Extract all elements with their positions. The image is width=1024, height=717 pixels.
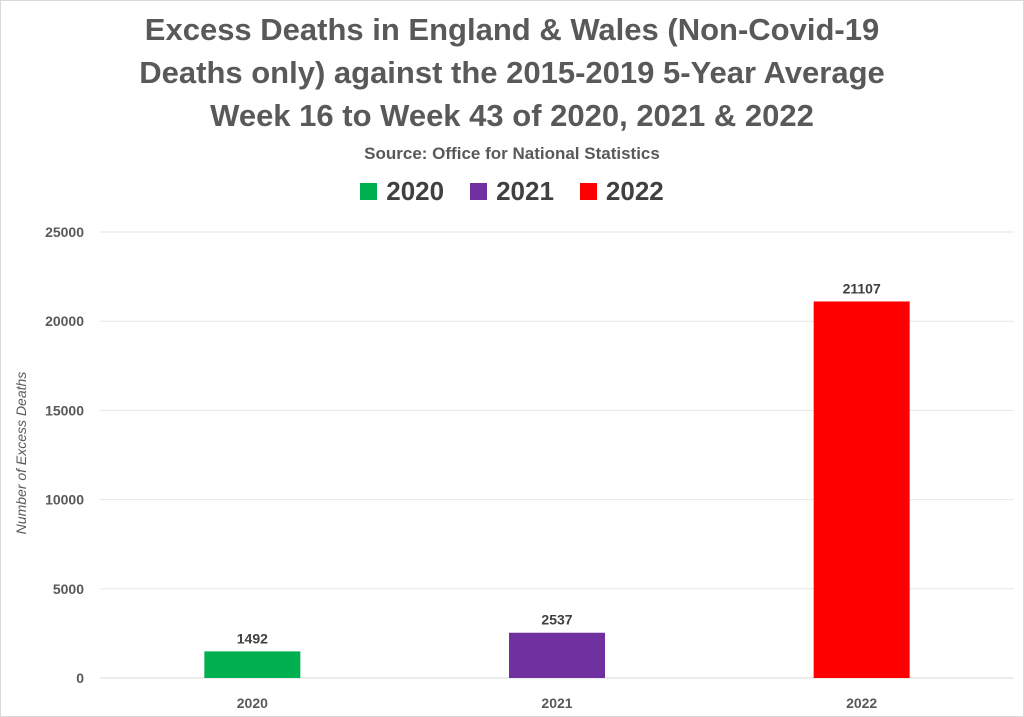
legend-label-2022: 2022 bbox=[605, 176, 664, 206]
legend-label-2020: 2020 bbox=[386, 176, 445, 206]
y-tick-label-25000: 25000 bbox=[45, 224, 84, 240]
chart-subtitle: Source: Office for National Statistics bbox=[364, 144, 660, 163]
bar-2022 bbox=[813, 301, 910, 678]
y-axis-title: Number of Excess Deaths bbox=[13, 372, 29, 535]
y-axis-tick-labels: 0 5000 10000 15000 20000 25000 bbox=[45, 224, 84, 686]
chart-title-line-1: Excess Deaths in England & Wales (Non-Co… bbox=[144, 12, 880, 47]
data-label-2021: 2537 bbox=[541, 612, 572, 628]
x-tick-label-2022: 2022 bbox=[846, 695, 877, 711]
chart-title: Excess Deaths in England & Wales (Non-Co… bbox=[0, 8, 1024, 137]
bars bbox=[204, 301, 910, 678]
legend-item-2022: 2022 bbox=[579, 176, 664, 206]
y-tick-label-0: 0 bbox=[76, 670, 84, 686]
legend-label-2021: 2021 bbox=[496, 176, 554, 206]
x-tick-label-2020: 2020 bbox=[237, 695, 268, 711]
chart-title-line-3: Week 16 to Week 43 of 2020, 2021 & 2022 bbox=[210, 98, 814, 133]
y-tick-label-20000: 20000 bbox=[45, 313, 84, 329]
bar-2020 bbox=[204, 651, 301, 678]
legend-swatch-2020 bbox=[360, 182, 378, 200]
legend-item-2020: 2020 bbox=[360, 176, 444, 206]
chart-title-line-2: Deaths only) against the 2015-2019 5-Yea… bbox=[139, 55, 885, 90]
legend-swatch-2022 bbox=[579, 182, 597, 200]
y-tick-label-10000: 10000 bbox=[45, 492, 84, 508]
data-label-2020: 1492 bbox=[237, 630, 268, 646]
y-tick-label-5000: 5000 bbox=[53, 581, 84, 597]
data-labels: 1492 2537 21107 bbox=[237, 280, 881, 646]
data-label-2022: 21107 bbox=[843, 280, 881, 296]
legend-item-2021: 2021 bbox=[470, 176, 554, 206]
legend-swatch-2021 bbox=[470, 182, 488, 200]
y-tick-label-15000: 15000 bbox=[45, 402, 84, 418]
x-tick-label-2021: 2021 bbox=[541, 695, 572, 711]
x-axis-tick-labels: 2020 2021 2022 bbox=[237, 695, 878, 711]
bar-2021 bbox=[509, 632, 605, 678]
chart-legend: 2020 2021 2022 bbox=[0, 176, 1024, 206]
